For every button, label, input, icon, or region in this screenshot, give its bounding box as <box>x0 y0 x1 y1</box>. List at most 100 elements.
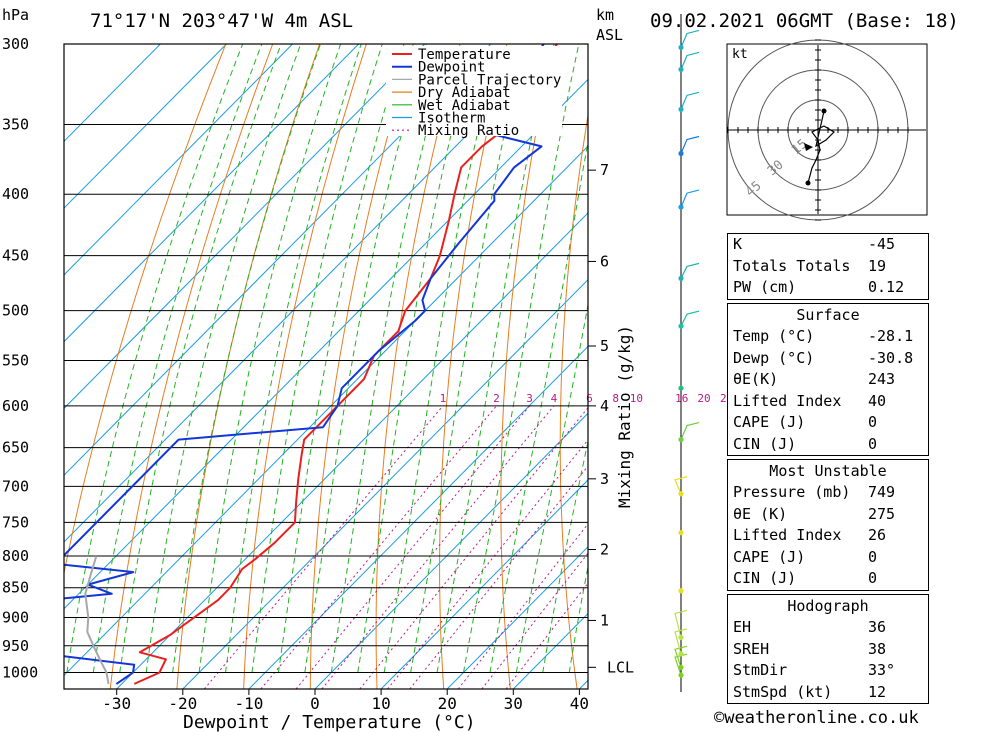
wet-adiabat-line <box>145 44 302 673</box>
wind-level-dot <box>678 672 684 678</box>
wind-barb <box>674 645 688 668</box>
wind-level-dot <box>678 530 684 536</box>
wet-adiabat-line <box>198 44 342 673</box>
hodograph-point <box>821 108 827 114</box>
mixing-ratio-label: 3 <box>526 392 533 405</box>
wet-adiabat-line <box>489 139 588 673</box>
wet-adiabat-line <box>304 44 427 673</box>
stat-label: StmSpd (kt) <box>733 682 833 701</box>
dry-adiabat-line <box>176 44 321 689</box>
isotherm-line <box>64 44 426 410</box>
mixing-ratio-label: 1 <box>440 392 447 405</box>
most-unstable-panel: Most Unstable Pressure (mb) 749 θE (K) 275 L… <box>727 459 929 591</box>
indices-panel: K -45 Totals Totals 19 PW (cm) 0.12 <box>727 233 929 300</box>
stat-value: 0 <box>868 434 878 453</box>
stat-value: 0 <box>868 569 878 587</box>
wet-adiabat-line <box>542 439 588 673</box>
legend-label: Isotherm <box>418 111 485 127</box>
wind-barb <box>680 421 700 440</box>
stat-label: Dewp (°C) <box>733 348 815 367</box>
stat-row: Dewp (°C) -30.8 <box>728 348 928 370</box>
copyright-footer[interactable]: ©weatheronline.co.uk <box>714 708 919 728</box>
mixing-ratio-label: 6 <box>586 392 593 405</box>
wind-barb <box>680 29 700 48</box>
isotherm-line <box>116 212 588 689</box>
dry-adiabat-line <box>375 44 461 689</box>
legend-label: Dry Adiabat <box>418 85 511 101</box>
stat-row: CAPE (J) 0 <box>728 547 928 569</box>
isotherm-line <box>182 278 588 689</box>
mixing-ratio-line <box>260 405 497 689</box>
x-tick-label: -20 <box>168 694 197 713</box>
stat-label: θE (K) <box>733 504 788 523</box>
wind-barb <box>674 476 688 494</box>
isotherm-line <box>64 44 293 276</box>
isotherm-line <box>64 44 558 543</box>
stat-label: Lifted Index <box>733 526 842 544</box>
x-tick-label: 40 <box>570 694 589 713</box>
km-tick-label: 5 <box>600 337 609 355</box>
stat-value: 749 <box>868 483 896 501</box>
stat-value: 38 <box>868 639 887 658</box>
stat-label: SREH <box>733 639 770 658</box>
stat-label: EH <box>733 618 752 636</box>
location-title: 71°17'N 203°47'W 4m ASL <box>90 10 353 32</box>
temperature-profile <box>133 44 558 685</box>
stat-label: Totals Totals <box>733 256 851 275</box>
km-tick-label: 4 <box>600 397 609 415</box>
legend-label: Dewpoint <box>418 60 485 76</box>
pressure-tick-label: 400 <box>2 185 29 203</box>
dewpoint-profile <box>64 44 545 685</box>
dry-adiabat-line <box>309 44 414 689</box>
wind-barb <box>680 135 700 154</box>
stat-value: -45 <box>868 235 896 253</box>
pressure-tick-label: 600 <box>2 397 29 415</box>
stat-label: Lifted Index <box>733 391 842 410</box>
wind-level-dot <box>678 385 684 391</box>
isotherm-line <box>380 479 588 689</box>
hodograph-unit-label: kt <box>732 47 748 62</box>
wet-adiabat-line <box>225 44 362 673</box>
pressure-tick-label: 350 <box>2 115 29 133</box>
datetime-title: 09.02.2021 06GMT (Base: 18) <box>650 10 959 32</box>
pressure-tick-label: 550 <box>2 351 29 369</box>
axes: -30 -20 -10 0 10 20 30 40 <box>102 689 589 713</box>
wet-adiabat-line <box>383 44 500 673</box>
stat-row: StmDir 33° <box>728 660 928 682</box>
stat-row: EH 36 <box>728 617 928 639</box>
pressure-tick-label: 1000 <box>2 664 38 682</box>
isotherm-line <box>248 345 588 689</box>
wet-adiabat-line <box>66 44 244 673</box>
wind-barb <box>674 628 688 655</box>
km-tick-label: LCL <box>607 658 634 676</box>
dry-adiabat-line <box>64 44 227 576</box>
surface-panel: Surface Temp (°C) -28.1 Dewp (°C) -30.8 θE(K… <box>727 303 929 456</box>
hodograph-point <box>805 180 811 186</box>
wet-adiabat-line <box>92 44 263 673</box>
stat-row: Totals Totals 19 <box>728 256 928 278</box>
wet-adiabat-line <box>568 564 588 673</box>
pressure-tick-label: 300 <box>2 35 29 53</box>
stat-row: Pressure (mb) 749 <box>728 482 928 504</box>
mixing-ratio-label: 16 <box>675 392 688 405</box>
stat-value: 243 <box>868 370 896 388</box>
isotherm-line <box>64 44 492 476</box>
stat-label: Temp (°C) <box>733 327 815 345</box>
mixing-ratio-labels: 12346810162025 <box>440 392 734 405</box>
parcel-trajectory-profile <box>84 555 110 685</box>
x-tick-label: 20 <box>438 694 457 713</box>
most-unstable-title: Most Unstable <box>769 462 887 480</box>
surface-title: Surface <box>796 306 860 324</box>
stat-row: SREH 38 <box>728 639 928 661</box>
stat-value: 40 <box>868 391 887 410</box>
stat-row: K -45 <box>728 234 928 256</box>
stat-label: K <box>733 235 743 253</box>
stat-label: CIN (J) <box>733 569 797 587</box>
dry-adiabat-line <box>243 44 367 689</box>
legend-label: Wet Adiabat <box>418 98 511 114</box>
stat-value: 0 <box>868 547 878 566</box>
dry-adiabat-line <box>929 44 1000 689</box>
profiles <box>64 44 558 685</box>
